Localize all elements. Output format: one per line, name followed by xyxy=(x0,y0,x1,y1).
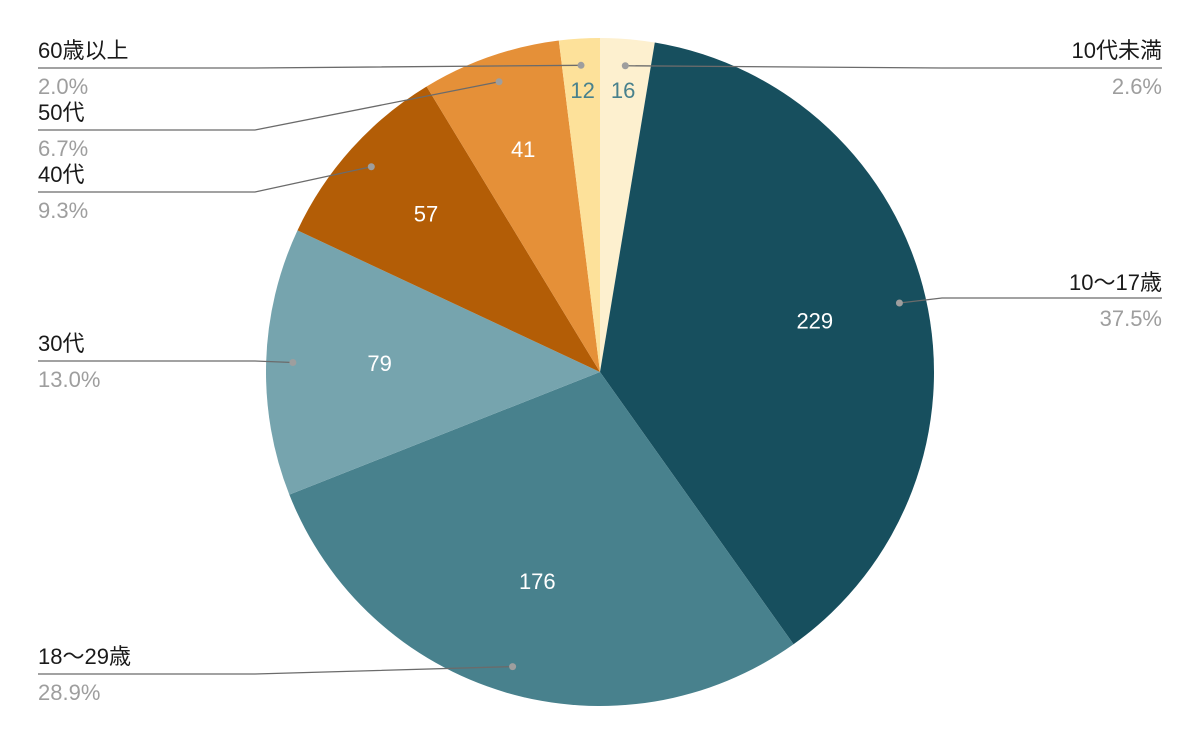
value-label-3: 79 xyxy=(367,351,391,376)
pie-slices xyxy=(266,38,935,706)
value-label-0: 16 xyxy=(611,78,635,103)
category-label-3: 30代 xyxy=(38,331,84,356)
leader-line-1 xyxy=(899,297,1162,304)
pie-slice-1 xyxy=(600,42,935,645)
pie-slice-6 xyxy=(558,38,600,372)
pie-slice-5 xyxy=(426,40,600,372)
leader-dot-6 xyxy=(577,61,585,69)
leader-line-5 xyxy=(38,81,500,131)
percent-label-1: 37.5% xyxy=(1100,306,1162,331)
leader-line-3 xyxy=(38,360,293,364)
percent-label-0: 2.6% xyxy=(1112,74,1162,99)
value-label-1: 229 xyxy=(796,308,833,333)
leader-line-2 xyxy=(38,665,513,675)
leader-line-0 xyxy=(625,65,1162,69)
percent-label-2: 28.9% xyxy=(38,680,100,705)
leader-dot-5 xyxy=(495,78,503,86)
percent-label-3: 13.0% xyxy=(38,367,100,392)
leader-dot-0 xyxy=(621,62,629,70)
leader-dot-1 xyxy=(895,299,903,307)
category-label-0: 10代未満 xyxy=(1072,38,1162,63)
pie-slice-4 xyxy=(297,86,600,372)
leader-dot-4 xyxy=(367,163,375,171)
percent-label-5: 6.7% xyxy=(38,136,88,161)
value-label-6: 12 xyxy=(570,78,594,103)
category-label-4: 40代 xyxy=(38,162,84,187)
value-labels: 16 229 176 79 57 41 12 xyxy=(367,78,833,594)
value-label-5: 41 xyxy=(511,137,535,162)
leader-dot-3 xyxy=(289,359,297,367)
percent-label-6: 2.0% xyxy=(38,74,88,99)
category-labels: 10代未満 2.6% 10〜17歳 37.5% 18〜29歳 28.9% 30代 13.0% 4… xyxy=(38,38,1162,705)
value-label-4: 57 xyxy=(414,202,438,227)
leader-lines xyxy=(38,61,1162,675)
leader-line-6 xyxy=(38,64,582,69)
category-label-2: 18〜29歳 xyxy=(38,644,131,669)
leader-dot-2 xyxy=(509,663,517,671)
pie-slice-0 xyxy=(600,38,655,372)
pie-slice-2 xyxy=(289,372,794,706)
category-label-1: 10〜17歳 xyxy=(1069,270,1162,295)
category-label-6: 60歳以上 xyxy=(38,38,128,63)
pie-slice-3 xyxy=(266,230,600,495)
percent-label-4: 9.3% xyxy=(38,198,88,223)
leader-line-4 xyxy=(38,166,372,193)
category-label-5: 50代 xyxy=(38,100,84,125)
value-label-2: 176 xyxy=(519,569,556,594)
